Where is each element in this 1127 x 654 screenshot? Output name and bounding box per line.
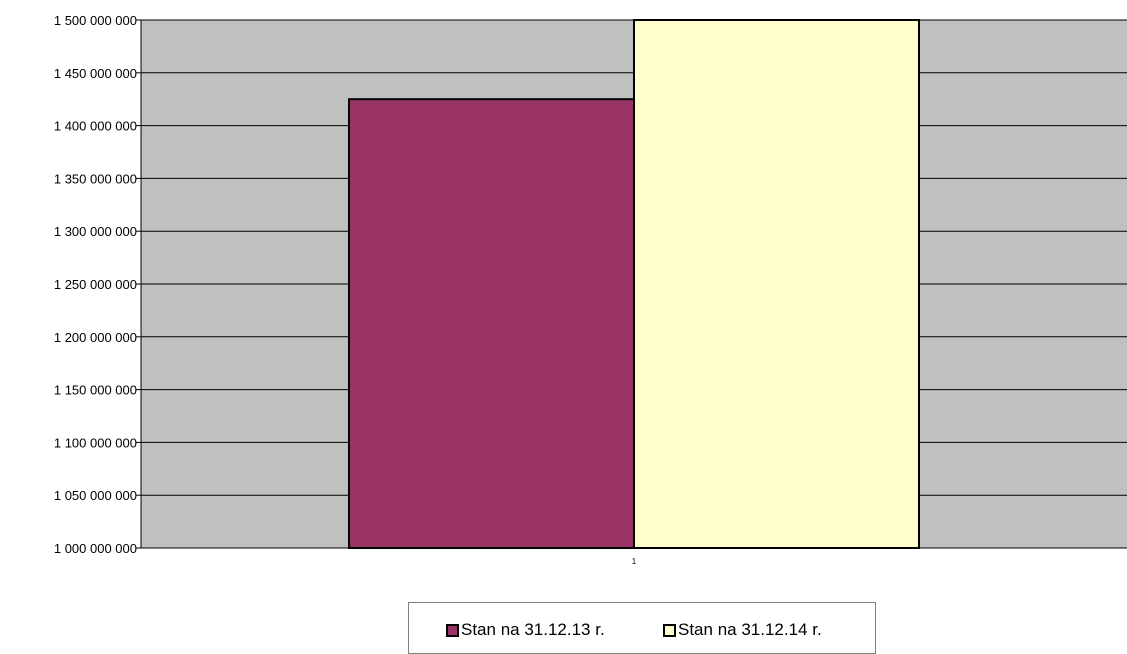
y-tick-labels: 1 000 000 000 1 050 000 000 1 100 000 000 1… <box>54 13 137 556</box>
legend-swatch-series-1 <box>446 623 459 637</box>
y-tick-label: 1 200 000 000 <box>54 330 137 345</box>
y-tick-label: 1 350 000 000 <box>54 171 137 186</box>
legend: Stan na 31.12.13 r. Stan na 31.12.14 r. <box>408 602 876 654</box>
y-tick-label: 1 100 000 000 <box>54 435 137 450</box>
y-tick-label: 1 000 000 000 <box>54 541 137 556</box>
y-tick-label: 1 150 000 000 <box>54 383 137 398</box>
y-tick-label: 1 300 000 000 <box>54 224 137 239</box>
legend-label-series-1: Stan na 31.12.13 r. <box>461 620 605 639</box>
bar-series-2 <box>633 19 920 549</box>
legend-item-series-2: Stan na 31.12.14 r. <box>663 620 822 640</box>
legend-swatch-series-2 <box>663 623 676 637</box>
bar-series-1 <box>348 98 635 549</box>
bars <box>348 19 920 549</box>
axes <box>136 19 1127 549</box>
y-tick-label: 1 450 000 000 <box>54 66 137 81</box>
x-tick-labels: 1 <box>632 557 637 566</box>
y-tick-label: 1 250 000 000 <box>54 277 137 292</box>
y-tick-label: 1 400 000 000 <box>54 119 137 134</box>
y-tick-label: 1 500 000 000 <box>54 13 137 28</box>
chart-canvas: 1 000 000 000 1 050 000 000 1 100 000 000 1… <box>54 13 1127 566</box>
x-tick-label: 1 <box>632 557 637 566</box>
legend-item-series-1: Stan na 31.12.13 r. <box>446 620 605 640</box>
legend-label-series-2: Stan na 31.12.14 r. <box>678 620 822 639</box>
y-tick-label: 1 050 000 000 <box>54 488 137 503</box>
